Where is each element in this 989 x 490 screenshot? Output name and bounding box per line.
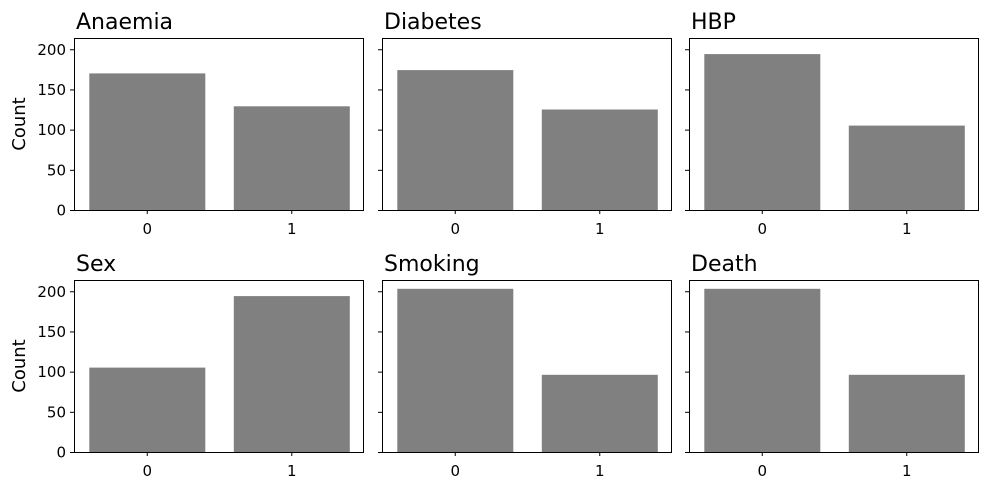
- bar-0: [704, 288, 821, 452]
- bar-0: [397, 70, 514, 210]
- bar-1: [848, 125, 965, 210]
- x-tick-label: 1: [595, 462, 605, 480]
- axes-frame: [689, 280, 979, 453]
- bar-0: [89, 73, 206, 211]
- y-tick-label: 0: [56, 202, 66, 220]
- panel-anaemia: 0 50 100 150 200 0 1 Anaemia Count: [9, 10, 364, 238]
- panel-sex: 0 50 100 150 200 0 1 Sex Count: [9, 252, 364, 480]
- y-tick-label: 100: [37, 363, 66, 381]
- panel-title: Death: [691, 252, 758, 277]
- x-tick-label: 0: [757, 462, 767, 480]
- y-tick-label: 150: [37, 81, 66, 99]
- y-tick-label: 100: [37, 121, 66, 139]
- axes-frame: [382, 38, 672, 211]
- x-tick-label: 1: [287, 220, 297, 238]
- x-tick-label: 1: [902, 220, 912, 238]
- bar-0: [397, 288, 514, 452]
- bar-1: [541, 109, 658, 210]
- y-tick-label: 50: [47, 161, 66, 179]
- x-tick-label: 0: [450, 462, 460, 480]
- axes-frame: [689, 38, 979, 211]
- bar-1: [848, 374, 965, 452]
- bar-1: [233, 296, 350, 452]
- y-tick-label: 50: [47, 403, 66, 421]
- y-tick-label: 0: [56, 444, 66, 462]
- x-tick-label: 0: [142, 220, 152, 238]
- bar-0: [704, 54, 821, 210]
- panel-death: 0 1 Death: [685, 252, 979, 480]
- panel-hbp: 0 1 HBP: [685, 10, 979, 238]
- panel-title: Smoking: [384, 252, 480, 277]
- y-tick-label: 200: [37, 283, 66, 301]
- x-tick-label: 0: [757, 220, 767, 238]
- bar-0: [89, 367, 206, 452]
- x-tick-label: 1: [287, 462, 297, 480]
- x-tick-label: 1: [902, 462, 912, 480]
- x-tick-label: 0: [450, 220, 460, 238]
- bar-1: [541, 374, 658, 452]
- panel-smoking: 0 1 Smoking: [378, 252, 672, 480]
- panel-title: HBP: [691, 10, 736, 35]
- bar-1: [233, 106, 350, 210]
- y-axis-label: Count: [9, 339, 30, 392]
- panel-diabetes: 0 1 Diabetes: [378, 10, 672, 238]
- panel-title: Sex: [76, 252, 116, 277]
- panel-title: Anaemia: [76, 10, 173, 35]
- y-tick-label: 150: [37, 323, 66, 341]
- x-tick-label: 0: [142, 462, 152, 480]
- axes-frame: [74, 280, 364, 453]
- panel-title: Diabetes: [384, 10, 482, 35]
- y-tick-label: 200: [37, 41, 66, 59]
- axes-frame: [382, 280, 672, 453]
- x-tick-label: 1: [595, 220, 605, 238]
- y-axis-label: Count: [9, 97, 30, 150]
- axes-frame: [74, 38, 364, 211]
